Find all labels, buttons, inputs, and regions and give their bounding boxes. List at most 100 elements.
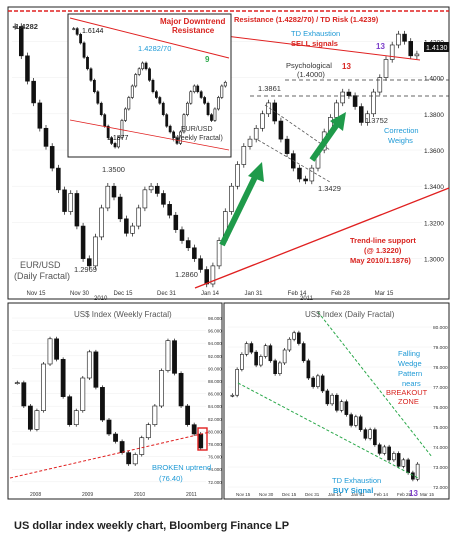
eurusd-candle	[278, 117, 284, 143]
usd-weekly-candle	[185, 403, 191, 427]
inset-candle	[203, 95, 207, 105]
inset-candle	[144, 61, 148, 71]
bl-x-axis: 2008 2009 2010 2011	[30, 492, 197, 498]
psych-level-label: (1.4000)	[297, 70, 325, 79]
top-y-tick: 1.3600	[424, 148, 444, 155]
level-1-35-label: 1.3500	[102, 165, 125, 174]
usd-weekly-candle	[198, 431, 204, 451]
br-x-axis: Nov 15 Nov 30 Dec 15 Dec 31 Jan 14 Jan 31 Feb …	[236, 492, 435, 497]
br-x-tick: Nov 30	[259, 492, 274, 497]
sell-signals-label: SELL signals	[291, 39, 338, 48]
br-candle-series	[230, 330, 420, 482]
usd-daily-candle	[330, 393, 334, 406]
usd-weekly-candle	[21, 380, 27, 409]
inset-candle	[123, 107, 127, 123]
usd-daily-candle	[287, 337, 292, 353]
eurusd-candle	[62, 186, 67, 215]
usd-daily-candle	[263, 343, 268, 359]
inset-candle	[165, 113, 169, 128]
count-13-mid: 13	[342, 62, 351, 71]
inset-candle	[220, 84, 224, 100]
top-y-tick: 1.3200	[424, 220, 444, 227]
top-x-tick: Nov 30	[70, 291, 90, 297]
inset-count-9: 9	[205, 55, 210, 64]
inset-uptrend-line	[69, 119, 230, 151]
inset-candle	[86, 55, 89, 71]
inset-candle	[192, 84, 196, 94]
eurusd-candle	[383, 56, 389, 81]
usd-weekly-candle	[60, 357, 66, 399]
eurusd-candle	[396, 30, 401, 49]
figure-caption: US dollar index weekly chart, Bloomberg …	[14, 520, 290, 532]
usd-daily-candle	[240, 352, 244, 372]
br-wedge-label-4: nears	[402, 379, 421, 388]
eurusd-candle	[192, 244, 197, 262]
usd-daily-candle	[278, 360, 282, 376]
usd-daily-candle	[230, 393, 235, 398]
bl-x-tick: 2008	[30, 492, 41, 498]
eurusd-candle	[371, 88, 376, 117]
usd-daily-candle	[349, 412, 353, 428]
br-count-13: 13	[409, 489, 418, 498]
usd-weekly-candle	[27, 403, 33, 432]
top-y-tick: 1.3800	[424, 112, 444, 119]
eurusd-candle	[37, 99, 43, 132]
eurusd-candle	[358, 103, 364, 126]
eurusd-candle	[365, 110, 370, 126]
inset-candle	[151, 78, 155, 94]
br-breakout-label-1: BREAKOUT	[386, 388, 428, 397]
top-x-tick: Feb 14	[288, 291, 307, 297]
last-price-label: 1.4130	[426, 45, 448, 52]
top-x-tick: Mar 15	[375, 291, 394, 297]
eurusd-candle	[402, 30, 407, 45]
eurusd-candle	[198, 255, 203, 273]
inset-candle	[89, 67, 93, 82]
correction-weighs-label-1: Correction	[384, 126, 419, 135]
bl-y-tick: 94.000	[208, 341, 222, 346]
bl-y-tick: 96.000	[208, 329, 222, 334]
usd-daily-candle	[268, 343, 273, 363]
usd-daily-panel: 80.000 79.000 78.000 77.000 76.000 75.000 74.0…	[223, 302, 450, 500]
inset-candle	[141, 61, 145, 71]
bl-y-tick: 78.000	[208, 442, 222, 447]
eurusd-candle	[303, 175, 308, 185]
eurusd-candle	[124, 215, 129, 237]
bl-y-tick: 84.000	[208, 404, 222, 409]
usd-weekly-candle	[100, 385, 105, 423]
bl-x-tick: 2009	[82, 492, 93, 498]
eurusd-candle	[297, 164, 302, 183]
usd-daily-candle	[411, 470, 415, 482]
usd-weekly-candle	[80, 375, 86, 413]
br-x-tick: Feb 28	[397, 492, 412, 497]
usd-weekly-candle	[191, 422, 197, 437]
last-price-box	[424, 42, 449, 52]
top-x-tick: Jan 14	[201, 291, 220, 297]
wedge-lower-line	[257, 139, 331, 183]
br-y-tick: 80.000	[433, 325, 448, 331]
eurusd-weekly-inset: 1.6144 1.1877 1.4282/70 9 EUR/USD (Weekl…	[67, 13, 232, 158]
inset-candle	[137, 67, 141, 77]
eurusd-candle	[241, 143, 247, 168]
usd-weekly-candle	[106, 417, 112, 437]
usd-daily-candle	[249, 341, 254, 355]
eurusd-candle	[117, 193, 123, 223]
inset-candle	[99, 101, 103, 117]
br-x-tick: Mar 15	[420, 492, 435, 497]
inset-candle	[79, 32, 83, 45]
br-y-tick: 78.000	[433, 365, 448, 371]
br-y-tick: 73.000	[433, 465, 448, 471]
eurusd-candle	[235, 161, 240, 190]
resistance-label: Resistance (1.4282/70) / TD Risk (1.4239…	[234, 15, 379, 24]
bl-level-label: (76.40)	[159, 474, 183, 483]
br-buy-label: BUY Signal	[333, 486, 373, 495]
eurusd-candle	[12, 23, 18, 30]
trendline-support-label: Trend-line support	[350, 236, 416, 245]
inset-low-label: 1.1877	[107, 135, 129, 142]
major-downtrend-label-1: Major Downtrend	[160, 17, 225, 26]
bl-broken-label: BROKEN uptrend	[152, 463, 211, 472]
usd-weekly-candle	[139, 435, 145, 457]
usd-weekly-candle	[126, 450, 132, 466]
bl-candle-series	[14, 336, 204, 466]
br-y-tick: 76.000	[433, 405, 448, 411]
